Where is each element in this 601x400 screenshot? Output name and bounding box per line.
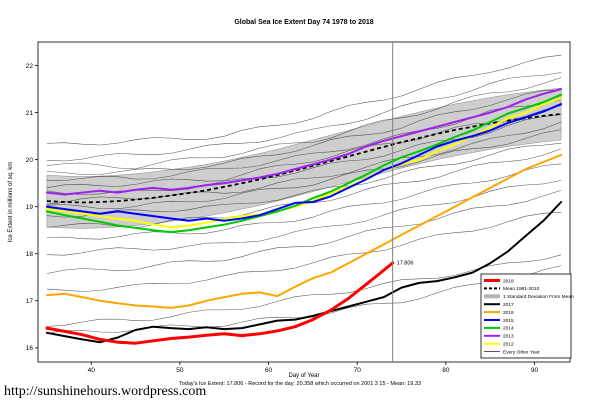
legend-label: Every Other Year xyxy=(503,349,540,355)
plot-border xyxy=(37,41,571,363)
legend-label: 2015 xyxy=(503,318,514,324)
legend-label: 1 Standard Deviation From Mean xyxy=(503,294,574,300)
chart-title: Global Sea Ice Extent Day 74 1978 to 201… xyxy=(234,19,373,26)
series-line-2018 xyxy=(45,261,395,345)
background-year-line xyxy=(46,142,562,218)
legend-label: 2018 xyxy=(503,278,514,284)
y-axis-label: Ice Extent in millions of sq. km xyxy=(8,162,14,243)
legend-label: 2013 xyxy=(503,334,514,340)
y-tick-label: 19 xyxy=(26,204,34,211)
mean-line xyxy=(46,113,562,204)
background-year-line xyxy=(46,89,562,175)
background-year-line xyxy=(46,129,562,210)
x-tick-label: 70 xyxy=(354,367,362,374)
todays-extent-annotation: 17.806 xyxy=(397,260,414,266)
background-year-line xyxy=(46,254,562,327)
x-axis-label: Day of Year xyxy=(288,373,319,379)
background-year-line xyxy=(46,105,562,189)
x-tick-label: 50 xyxy=(176,367,184,374)
background-year-line xyxy=(46,163,562,240)
x-tick-label: 40 xyxy=(88,367,96,374)
x-tick-label: 90 xyxy=(531,367,539,374)
background-year-line xyxy=(46,77,562,170)
background-year-line xyxy=(46,54,562,146)
legend-label: 2016 xyxy=(503,310,514,316)
y-tick-label: 21 xyxy=(26,110,34,117)
background-year-line xyxy=(46,72,562,162)
background-year-line xyxy=(46,212,562,292)
y-tick-label: 22 xyxy=(26,63,34,70)
plot-area: 16 17 18 19 20 21 22 40 50 60 70 80 90 17.806 2018 Mean… xyxy=(26,41,574,374)
y-tick-label: 16 xyxy=(26,345,34,352)
series-line-2016 xyxy=(45,153,563,309)
legend-label: 2012 xyxy=(503,342,514,348)
legend-label: 2017 xyxy=(503,302,514,308)
x-tick-label: 60 xyxy=(265,367,273,374)
y-tick-label: 18 xyxy=(26,251,34,258)
series-line-2017 xyxy=(45,201,563,344)
y-tick-label: 20 xyxy=(26,157,34,164)
footer-note: Today's Ice Extent: 17.806 - Record for … xyxy=(179,381,421,387)
std-deviation-band xyxy=(46,87,562,229)
series-line-2015 xyxy=(45,103,563,222)
background-year-line xyxy=(46,190,562,274)
y-tick-label: 17 xyxy=(26,298,34,305)
site-url: http://sunshinehours.wordpress.com xyxy=(4,384,207,399)
legend-label: 2014 xyxy=(503,326,514,332)
x-tick-label: 80 xyxy=(442,367,450,374)
legend-label: Mean 1981-2010 xyxy=(503,286,540,292)
series-line-2013 xyxy=(45,88,563,196)
